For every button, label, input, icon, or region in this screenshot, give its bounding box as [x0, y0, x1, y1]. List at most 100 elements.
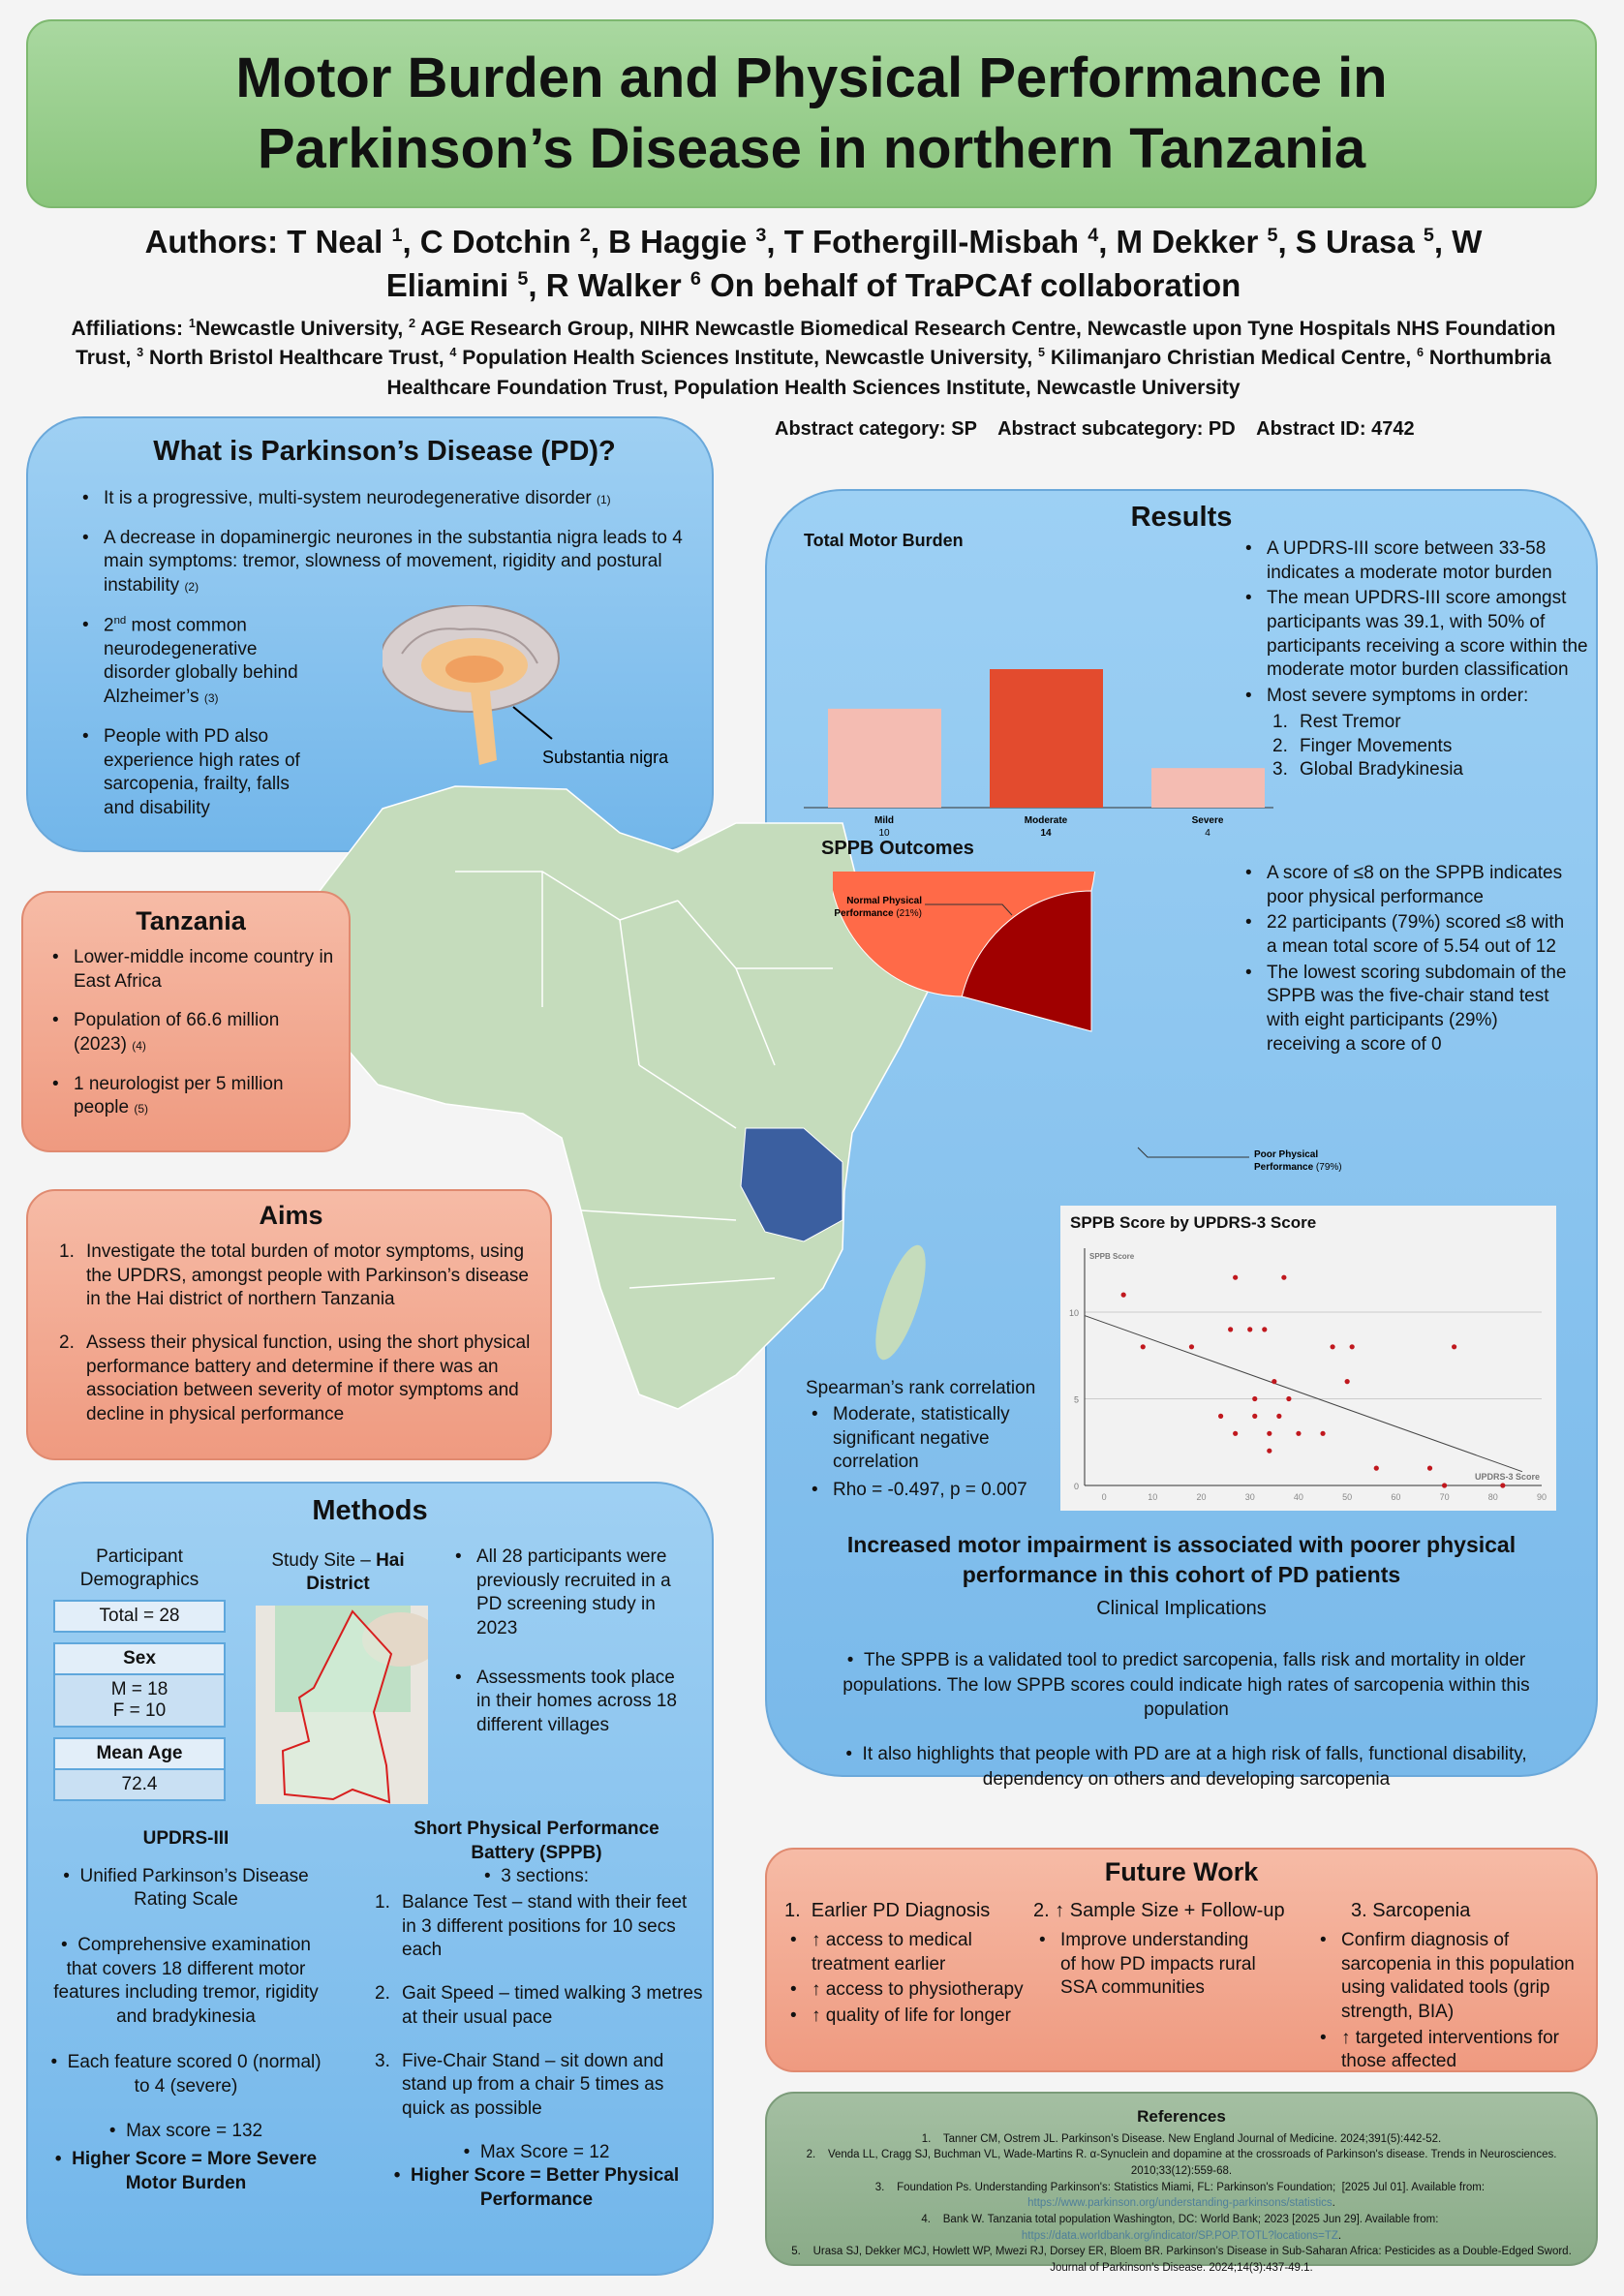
x-tick-label: 40 [1294, 1492, 1303, 1502]
scatter-point [1373, 1465, 1379, 1471]
severe-symptom: 2. Finger Movements [1272, 735, 1453, 756]
author-name: T Neal [287, 224, 392, 260]
scatter-title: SPPB Score by UPDRS-3 Score [1070, 1213, 1317, 1232]
abstract-info: Abstract category: SP Abstract subcatego… [775, 418, 1415, 440]
future-col-2: 2. ↑ Sample Size + Follow-up Improve und… [1033, 1898, 1295, 2016]
tanzania-heading: Tanzania [136, 906, 246, 935]
future-work-panel: Future Work 1. Earlier PD Diagnosis ↑ ac… [765, 1848, 1598, 2072]
affiliation-text: Newcastle University, [195, 318, 410, 340]
future-col-3: 3. Sarcopenia Confirm diagnosis of sarco… [1314, 1898, 1590, 2090]
tanzania-bullet: Population of 66.6 million (2023) (4) [46, 1009, 335, 1056]
conclusion: Increased motor impairment is associated… [846, 1532, 1517, 1588]
title-banner: Motor Burden and Physical Performance in… [26, 19, 1597, 208]
reference-item: 1. Tanner CM, Ostrem JL. Parkinson’s Dis… [921, 2132, 1442, 2145]
bar-value-label: 14 [1040, 828, 1052, 839]
bar-moderate [990, 669, 1103, 808]
scatter-point [1267, 1430, 1272, 1436]
author-name: , T Fothergill-Misbah [766, 224, 1088, 260]
future-col-heading: 3. Sarcopenia [1351, 1900, 1471, 1921]
pd-bullet: People with PD also experience high rate… [77, 725, 309, 821]
pd-bullet: 2nd most common neurodegenerative disord… [77, 614, 299, 710]
updrs-bullet: • Comprehensive examination that covers … [53, 1935, 319, 2028]
author-affiliation-number: 2 [579, 225, 591, 246]
scatter-point [1120, 1292, 1126, 1298]
demographics-title: Participant Demographics [79, 1546, 199, 1590]
bar-category-label: Moderate [1025, 815, 1068, 826]
updrs-bullet: • Higher Score = More Severe Motor Burde… [54, 2148, 318, 2193]
methods-heading: Methods [312, 1495, 428, 1526]
pd-bullet: A decrease in dopaminergic neurones in t… [77, 527, 692, 598]
result-bullet: The mean UPDRS-III score amongst partici… [1240, 587, 1588, 683]
pd-bullet: It is a progressive, multi-system neurod… [77, 487, 692, 511]
y-tick-label: 5 [1074, 1395, 1079, 1405]
sex-header: Sex [53, 1641, 226, 1675]
x-tick-label: 0 [1102, 1492, 1107, 1502]
y-axis-label: SPPB Score [1089, 1252, 1135, 1261]
scatter-point [1281, 1274, 1287, 1280]
severe-symptom: 3. Global Bradykinesia [1272, 759, 1463, 781]
sppb-updrs-scatter: 0 5 10 0 10 20 30 40 50 60 70 80 90 SPPB Score UPDRS-3… [1069, 1248, 1547, 1502]
reference-item: 4. Bank W. Tanzania total population Was… [921, 2214, 1442, 2242]
tanzania-bullet: Lower-middle income country in East Afri… [46, 946, 335, 994]
future-col-heading: 1. Earlier PD Diagnosis [784, 1900, 991, 1921]
reference-item: 5. Urasa SJ, Dekker MCJ, Howlett WP, Mwe… [791, 2246, 1575, 2275]
result-bullet: A UPDRS-III score between 33-58 indicate… [1240, 537, 1588, 585]
hai-district-map [256, 1606, 428, 1804]
references-panel: References 1. Tanner CM, Ostrem JL. Park… [765, 2092, 1598, 2274]
result-bullet: The lowest scoring subdomain of the SPPB… [1240, 962, 1574, 1057]
bar-mild [828, 708, 941, 808]
pie-label-normal: Normal Physical [846, 896, 922, 906]
poster-title: Motor Burden and Physical Performance in… [235, 46, 1388, 180]
affiliation-number: 4 [449, 346, 457, 360]
aims-heading: Aims [259, 1201, 323, 1230]
methods-bullet: All 28 participants were previously recr… [449, 1546, 682, 1641]
scatter-point [1452, 1344, 1457, 1350]
x-tick-label: 20 [1197, 1492, 1207, 1502]
scatter-point [1441, 1483, 1448, 1488]
affiliation-text: North Bristol Healthcare Trust, [143, 347, 450, 370]
reference-link[interactable]: https://www.parkinson.org/understanding-… [1027, 2197, 1333, 2210]
scatter-point [1247, 1327, 1253, 1332]
affiliation-text: Population Health Sciences Institute, Ne… [456, 347, 1039, 370]
scatter-chart-panel: SPPB Score by UPDRS-3 Score 0 5 10 0 10 20 30 4… [1060, 1206, 1556, 1511]
x-tick-label: 10 [1148, 1492, 1157, 1502]
affiliation-number: 5 [1038, 346, 1046, 360]
scatter-point [1252, 1413, 1258, 1419]
author-name: , B Haggie [590, 224, 756, 260]
x-tick-label: 90 [1537, 1492, 1547, 1502]
trendline [1084, 1315, 1523, 1473]
author-affiliation-number: 3 [755, 225, 767, 246]
author-name: , S Urasa [1277, 224, 1424, 260]
clinical-implications-heading: Clinical Implications [1096, 1598, 1267, 1619]
bar-category-label: Mild [874, 815, 894, 826]
author-name: , M Dekker [1098, 224, 1268, 260]
scatter-point [1320, 1430, 1326, 1436]
sppb-results-list: A score of ≤8 on the SPPB indicates poor… [1240, 862, 1574, 1059]
scatter-point [1217, 1413, 1224, 1419]
spearman-block: Spearman’s rank correlation Moderate, st… [806, 1378, 1057, 1518]
sppb-heading: Short Physical Performance Battery (SPPB… [414, 1819, 659, 1863]
demographics: Participant Demographics Total = 28 Sex … [53, 1546, 226, 1801]
methods-panel: Methods Participant Demographics Total =… [26, 1482, 714, 2276]
aim-item: 2. Assess their physical function, using … [59, 1332, 531, 1425]
sppb-item: 3. Five-Chair Stand – sit down and stand … [375, 2050, 664, 2119]
future-col-1: 1. Earlier PD Diagnosis ↑ access to medi… [784, 1898, 1026, 2044]
aims-panel: Aims 1. Investigate the total burden of m… [26, 1189, 552, 1460]
tanzania-panel: Tanzania Lower-middle income country in … [21, 891, 351, 1152]
sppb-max: • Max Score = 12 [463, 2141, 610, 2162]
clinical-bullet: • The SPPB is a validated tool to predic… [843, 1650, 1530, 1721]
scatter-point [1330, 1344, 1335, 1350]
scatter-point [1252, 1395, 1258, 1402]
scatter-point [1286, 1395, 1292, 1402]
reference-link[interactable]: https://data.worldbank.org/indicator/SP.… [1021, 2229, 1338, 2242]
result-bullet: 22 participants (79%) scored ≤8 with a m… [1240, 911, 1574, 959]
pie-label-normal-2: Performance (21%) [834, 908, 922, 919]
updrs-bullet: • Unified Parkinson’s Disease Rating Sca… [63, 1865, 309, 1911]
spearman-heading: Spearman’s rank correlation [806, 1378, 1036, 1398]
x-tick-label: 50 [1342, 1492, 1352, 1502]
spearman-bullet: Moderate, statistically significant nega… [806, 1403, 1057, 1475]
author-affiliation-number: 5 [1423, 225, 1434, 246]
scatter-point [1344, 1379, 1350, 1385]
pie-slice-normal [961, 890, 1092, 1032]
